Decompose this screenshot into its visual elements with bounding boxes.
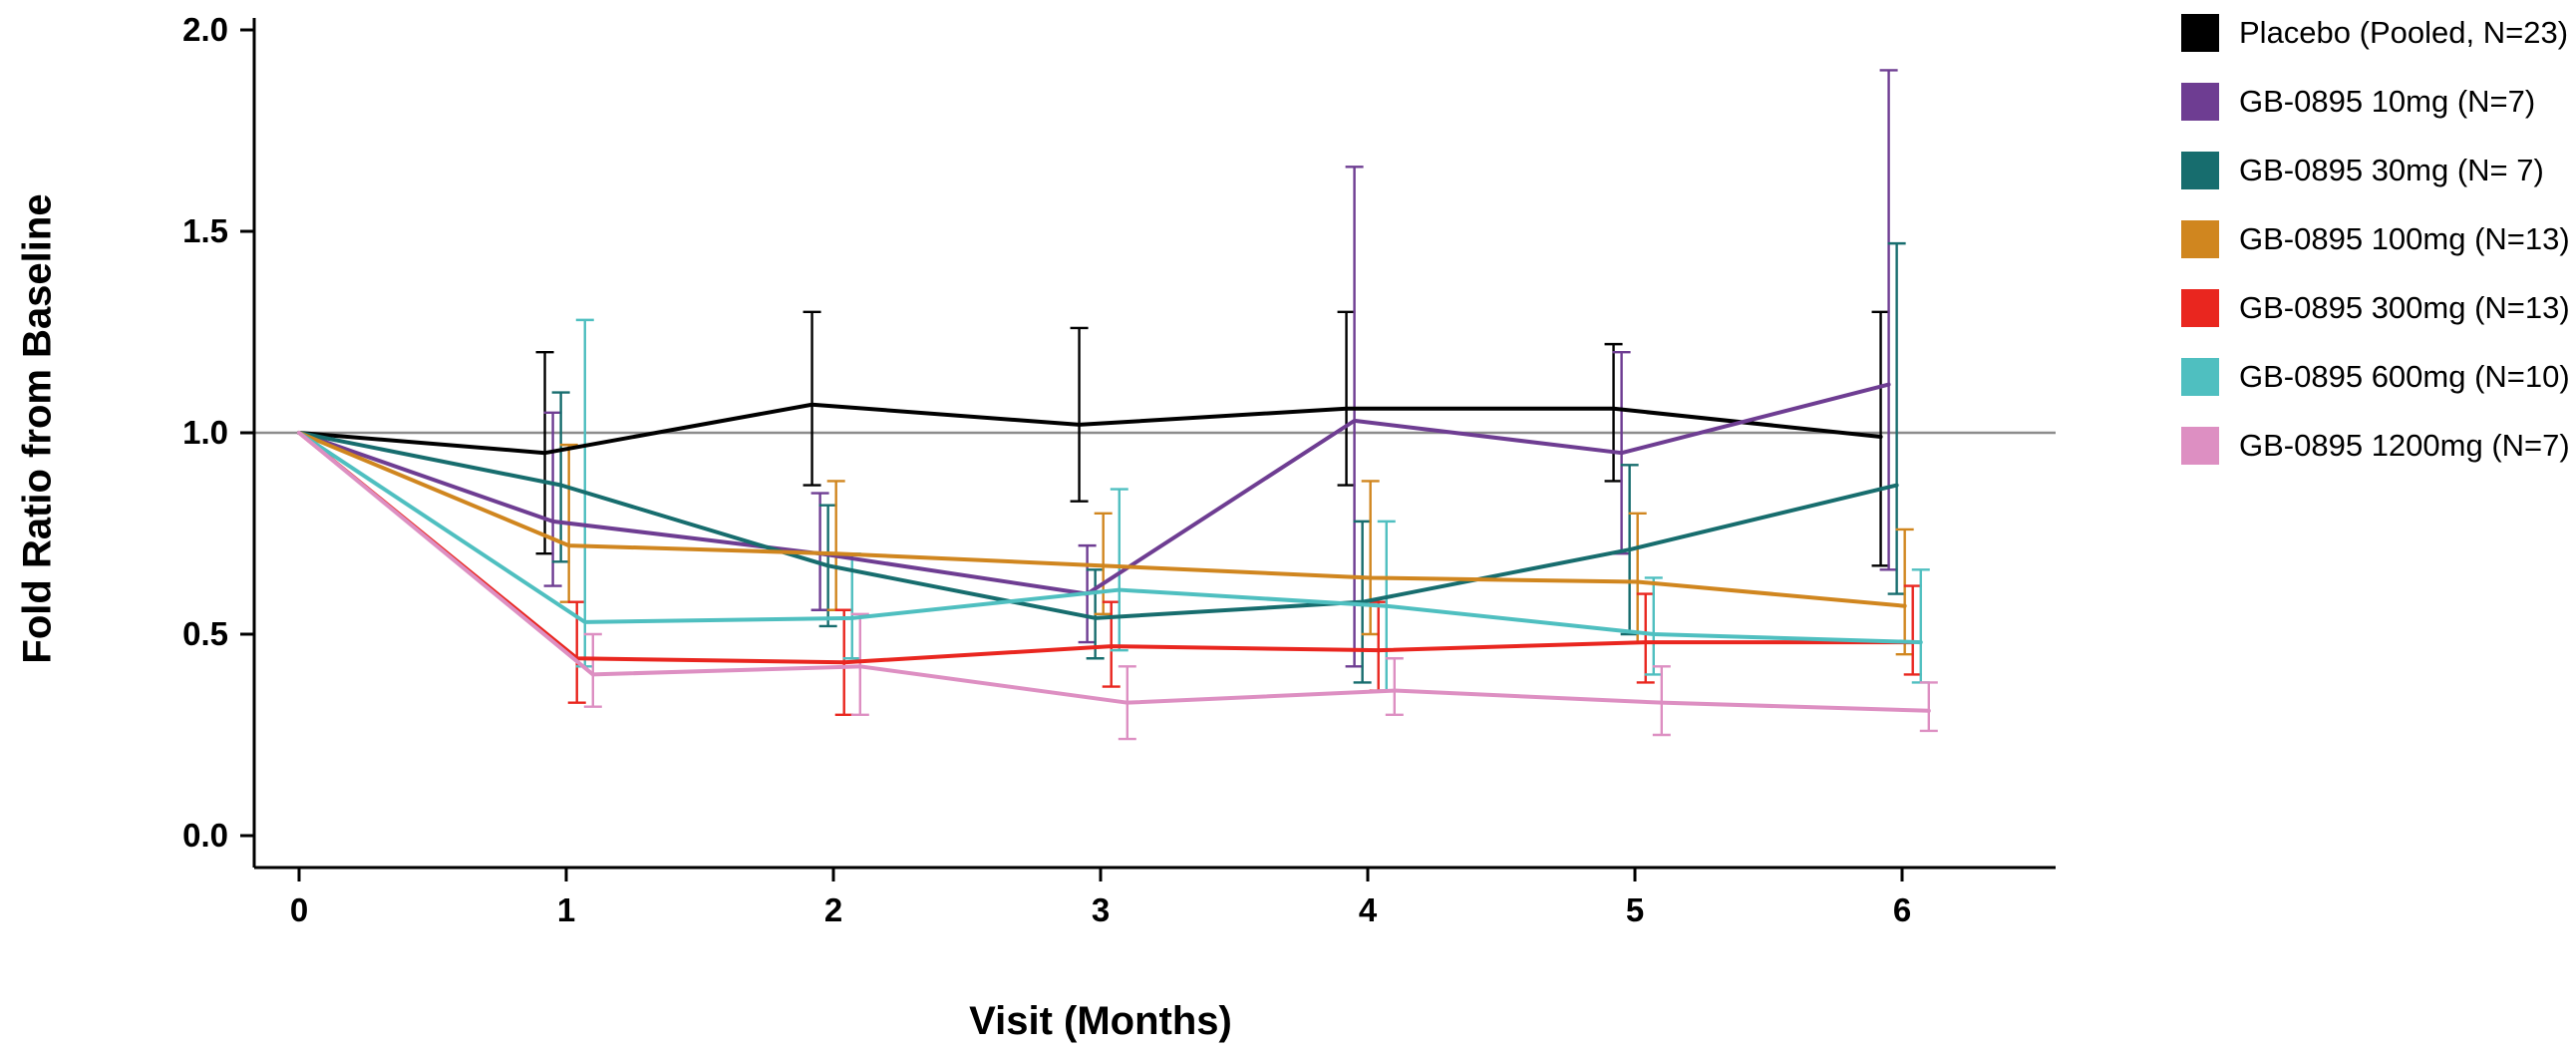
x-tick-label: 3 bbox=[1092, 891, 1110, 928]
y-tick-label: 1.0 bbox=[182, 414, 228, 451]
tick-labels: 0.0 0.5 1.0 1.5 2.0 0 1 2 3 4 5 6 bbox=[182, 11, 1911, 928]
legend-label: GB-0895 600mg (N=10) bbox=[2239, 359, 2570, 394]
error-bars bbox=[535, 310, 1890, 567]
series-line bbox=[297, 431, 1899, 620]
series-line bbox=[297, 431, 1931, 713]
legend-label: GB-0895 100mg (N=13) bbox=[2239, 221, 2570, 256]
legend-item: GB-0895 300mg (N=13) bbox=[2181, 289, 2570, 327]
legend-swatch bbox=[2181, 83, 2219, 121]
legend-swatch bbox=[2181, 289, 2219, 327]
legend-item: Placebo (Pooled, N=23) bbox=[2181, 14, 2570, 52]
legend-label: Placebo (Pooled, N=23) bbox=[2239, 15, 2569, 50]
legend-swatch bbox=[2181, 427, 2219, 465]
series-line bbox=[297, 431, 1923, 645]
x-tick-label: 5 bbox=[1626, 891, 1644, 928]
legend-item: GB-0895 1200mg (N=7) bbox=[2181, 427, 2570, 465]
error-bars bbox=[551, 241, 1906, 684]
error-bars bbox=[543, 69, 1898, 668]
y-tick-label: 0.0 bbox=[182, 817, 228, 854]
x-tick-label: 4 bbox=[1359, 891, 1378, 928]
legend-label: GB-0895 10mg (N=7) bbox=[2239, 84, 2536, 119]
legend-swatch bbox=[2181, 220, 2219, 258]
y-axis-title: Fold Ratio from Baseline bbox=[15, 193, 60, 664]
legend: Placebo (Pooled, N=23) GB-0895 10mg (N=7)… bbox=[2181, 14, 2570, 465]
x-tick-label: 0 bbox=[290, 891, 308, 928]
axes bbox=[240, 18, 2056, 881]
y-tick-label: 0.5 bbox=[182, 615, 228, 652]
legend-item: GB-0895 600mg (N=10) bbox=[2181, 358, 2570, 396]
legend-swatch bbox=[2181, 14, 2219, 52]
series-line bbox=[297, 431, 1907, 608]
error-bars bbox=[583, 612, 1938, 741]
series-line bbox=[297, 431, 1915, 665]
legend-label: GB-0895 30mg (N= 7) bbox=[2239, 153, 2544, 187]
x-tick-label: 6 bbox=[1893, 891, 1911, 928]
legend-label: GB-0895 1200mg (N=7) bbox=[2239, 428, 2570, 463]
series-line bbox=[297, 382, 1891, 596]
legend-item: GB-0895 30mg (N= 7) bbox=[2181, 152, 2570, 189]
x-tick-label: 2 bbox=[824, 891, 842, 928]
x-axis-title: Visit (Months) bbox=[969, 999, 1232, 1043]
x-tick-label: 1 bbox=[557, 891, 575, 928]
legend-item: GB-0895 100mg (N=13) bbox=[2181, 220, 2570, 258]
y-tick-label: 1.5 bbox=[182, 212, 228, 249]
legend-label: GB-0895 300mg (N=13) bbox=[2239, 290, 2570, 325]
legend-swatch bbox=[2181, 152, 2219, 189]
series-line bbox=[297, 402, 1883, 456]
y-tick-label: 2.0 bbox=[182, 11, 228, 48]
legend-item: GB-0895 10mg (N=7) bbox=[2181, 83, 2570, 121]
legend-swatch bbox=[2181, 358, 2219, 396]
